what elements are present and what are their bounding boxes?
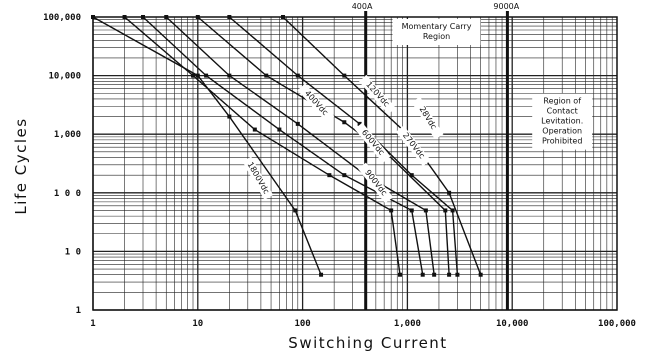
data-point bbox=[409, 208, 414, 213]
region-text-line: Contact bbox=[547, 107, 578, 116]
data-point bbox=[264, 73, 269, 78]
data-point bbox=[293, 208, 298, 213]
reference-line-label: 400A bbox=[352, 2, 373, 11]
data-point bbox=[443, 208, 448, 213]
region-box bbox=[392, 19, 481, 45]
data-point bbox=[191, 73, 196, 78]
data-point bbox=[280, 15, 285, 19]
series-label-bg bbox=[297, 83, 335, 123]
region-text-line: Region of bbox=[543, 97, 581, 106]
series-line-600Vdc bbox=[142, 16, 424, 275]
data-point bbox=[420, 272, 425, 277]
data-point bbox=[227, 15, 232, 19]
data-point bbox=[389, 208, 394, 213]
data-point bbox=[164, 15, 169, 19]
series-label: 120Vdc bbox=[364, 80, 391, 108]
y-tick-label: 1 bbox=[76, 306, 81, 316]
series-label-bg bbox=[358, 74, 396, 115]
y-tick-label: 1,000 bbox=[54, 130, 81, 140]
data-point bbox=[277, 127, 282, 132]
x-tick-label: 10,000 bbox=[496, 319, 529, 329]
data-point bbox=[195, 15, 200, 19]
reference-line-label: 9000A bbox=[493, 2, 519, 11]
data-point bbox=[398, 272, 403, 277]
region-text-line: Operation bbox=[542, 127, 582, 136]
data-point bbox=[204, 73, 209, 78]
series-label: 270Vdc bbox=[401, 131, 427, 160]
data-point bbox=[357, 121, 362, 126]
tick-labels: 1 10 100 1,000 10,000 100,000 1 1 0 1 0 0 1,000 10… bbox=[43, 13, 636, 329]
reference-lines: 400A 9000A bbox=[352, 2, 520, 310]
x-tick-label: 1,000 bbox=[394, 319, 421, 329]
data-point bbox=[227, 73, 232, 78]
series-label-bg bbox=[411, 96, 444, 140]
data-point bbox=[423, 208, 428, 213]
data-point bbox=[227, 114, 232, 119]
region-text-line: Region bbox=[423, 32, 450, 41]
x-axis-title: Switching Current bbox=[288, 334, 447, 352]
y-tick-label: 10,000 bbox=[48, 72, 81, 82]
data-point bbox=[252, 127, 257, 132]
data-point bbox=[409, 173, 414, 178]
x-tick-label: 100 bbox=[294, 319, 310, 329]
data-point bbox=[319, 272, 324, 277]
y-tick-label: 1 0 bbox=[65, 247, 81, 257]
data-point bbox=[295, 121, 300, 126]
data-point bbox=[432, 272, 437, 277]
data-point bbox=[450, 208, 455, 213]
series-group: 28Vdc120Vdc270Vdc400Vdc600Vdc900Vdc1800V… bbox=[91, 15, 483, 277]
series-line-900Vdc bbox=[124, 16, 401, 275]
data-point bbox=[447, 190, 452, 195]
grid bbox=[92, 16, 618, 311]
data-point bbox=[295, 73, 300, 78]
region-text-line: Levitation. bbox=[541, 117, 583, 126]
series-line-400Vdc bbox=[165, 16, 435, 275]
series-label-bg bbox=[354, 122, 391, 163]
series-label-bg bbox=[358, 162, 394, 204]
data-point bbox=[141, 15, 146, 19]
data-point bbox=[195, 73, 200, 78]
region-box bbox=[532, 93, 593, 150]
y-tick-label: 100,000 bbox=[43, 13, 81, 23]
data-point bbox=[455, 272, 460, 277]
data-point bbox=[91, 15, 95, 19]
x-tick-label: 1 bbox=[90, 319, 95, 329]
data-point bbox=[122, 15, 127, 19]
data-point bbox=[327, 173, 332, 178]
series-label-bg bbox=[242, 156, 274, 200]
data-point bbox=[447, 272, 452, 277]
series-label: 1800Vdc bbox=[246, 161, 271, 196]
x-tick-label: 10 bbox=[192, 319, 203, 329]
series-line-120Vdc bbox=[228, 16, 459, 275]
data-point bbox=[342, 73, 347, 78]
x-tick-label: 100,000 bbox=[598, 319, 636, 329]
data-point bbox=[478, 272, 483, 277]
region-text-line: Prohibited bbox=[542, 137, 582, 146]
y-axis-title: Life Cycles bbox=[12, 117, 30, 214]
y-tick-label: 1 0 0 bbox=[54, 189, 81, 199]
series-label-bg bbox=[395, 125, 431, 167]
plot-frame bbox=[92, 16, 618, 311]
region-text-line: Momentary Carry bbox=[402, 22, 472, 31]
data-point bbox=[342, 173, 347, 178]
data-point bbox=[342, 120, 347, 125]
series-label: 600Vdc bbox=[360, 128, 386, 157]
